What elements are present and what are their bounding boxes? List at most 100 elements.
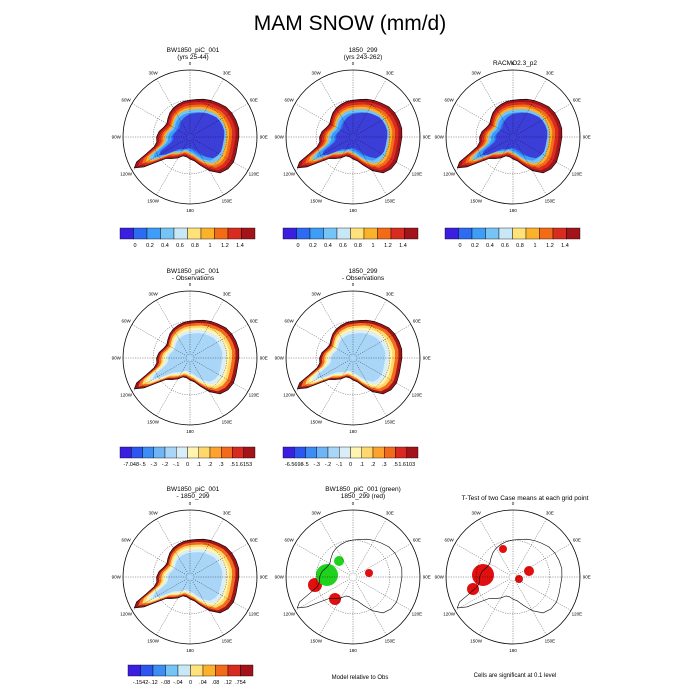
longitude-label: 150E <box>545 638 556 643</box>
panel-2-title: 1850_299 (yrs 243-262) <box>343 47 383 61</box>
meridian-line <box>454 578 511 611</box>
meridian-line <box>319 579 352 636</box>
colorbar-swatch <box>294 446 306 459</box>
longitude-label: 150W <box>310 198 323 203</box>
meridian-line <box>156 299 189 356</box>
colorbar-swatch <box>471 227 486 240</box>
panel-8-footnote: Cells are significant at 0.1 level <box>473 673 557 679</box>
colorbar-swatch <box>190 664 204 677</box>
longitude-label: 30E <box>386 71 394 76</box>
colorbar-3: 0 0.2 0.4 0.6 0.8 1 1.2 1.4 <box>444 227 581 249</box>
longitude-label: 120W <box>120 171 133 176</box>
longitude-label: 0 <box>352 282 355 287</box>
colorbar-swatch <box>384 446 396 459</box>
colorbar-swatch <box>165 664 179 677</box>
interior-field <box>159 112 225 159</box>
meridian-line <box>131 543 188 576</box>
colorbar-label: 0.2 <box>471 243 479 249</box>
longitude-label: 150E <box>545 198 556 203</box>
land-mask <box>297 539 402 613</box>
polar-map-6: 0 30E 60E 90E 120E 150E 180 150W 120W 90W 60W 30W <box>112 501 268 653</box>
colorbar-label: 1.2 <box>384 243 392 249</box>
longitude-label: 120E <box>412 171 423 176</box>
significance-cells <box>467 583 479 595</box>
longitude-label: 60E <box>573 98 581 103</box>
longitude-label: 90W <box>435 135 445 140</box>
colorbar-1: 0 0.2 0.4 0.6 0.8 1 1.2 1.4 <box>119 227 256 249</box>
meridian-line <box>355 103 412 136</box>
colorbar-label: -.3 <box>314 462 320 468</box>
colorbar-swatch <box>339 446 351 459</box>
longitude-label: 150E <box>222 198 233 203</box>
colorbar-label: -.1542 <box>133 680 149 686</box>
longitude-label: 30E <box>546 71 554 76</box>
meridian-line <box>514 139 547 196</box>
panel-1-title: BW1850_piC_001 (yrs 25-44) <box>166 47 220 61</box>
colorbar-label: -.04 <box>173 680 182 686</box>
colorbar-label: 0.8 <box>516 243 524 249</box>
land-mask <box>457 539 562 613</box>
longitude-label: 150W <box>470 638 483 643</box>
longitude-label: 120E <box>249 171 260 176</box>
longitude-label: 0 <box>352 501 355 506</box>
colorbar-label: 0 <box>133 243 136 249</box>
colorbar-swatch <box>377 227 392 240</box>
colorbar-swatch <box>202 664 216 677</box>
coastline <box>296 98 403 174</box>
colorbar-label: 0.4 <box>486 243 494 249</box>
colorbar-label: 1.2 <box>221 243 229 249</box>
longitude-label: 150E <box>385 198 396 203</box>
longitude-label: 90E <box>583 135 591 140</box>
colorbar-swatch <box>498 227 513 240</box>
colorbar-swatch <box>395 446 407 459</box>
colorbar-label: .2 <box>371 462 376 468</box>
panel-8-title: T-Test of two Case means at each grid po… <box>461 495 589 502</box>
longitude-label: 120W <box>283 171 296 176</box>
longitude-label: 180 <box>186 648 194 653</box>
longitude-label: 150E <box>222 638 233 643</box>
longitude-label: 90W <box>275 135 285 140</box>
meridian-line <box>131 103 188 136</box>
colorbar-swatch <box>361 446 374 459</box>
colorbar-label: .1 <box>359 462 364 468</box>
longitude-label: 150W <box>147 638 160 643</box>
colorbar-label: -.2 <box>162 462 168 468</box>
meridian-line <box>156 579 189 636</box>
latitude-circle <box>475 99 551 175</box>
longitude-label: 60E <box>413 98 421 103</box>
longitude-label: 180 <box>509 208 517 213</box>
colorbar-swatch <box>372 446 385 459</box>
longitude-label: 60W <box>285 538 295 543</box>
colorbar-swatch <box>282 227 297 240</box>
longitude-label: 60W <box>445 538 455 543</box>
longitude-label: 90E <box>423 575 431 580</box>
longitude-label: 120W <box>120 392 133 397</box>
colorbar-swatch <box>152 664 166 677</box>
colorbar-label: 1 <box>371 243 374 249</box>
meridian-line <box>355 324 412 357</box>
colorbar-swatch <box>176 446 188 459</box>
meridian-line <box>294 578 351 611</box>
colorbar-label: 1.2 <box>546 243 554 249</box>
panel-7-title: BW1850_piC_001 (green) 1850_299 (red) <box>325 486 401 500</box>
longitude-label: 120E <box>412 611 423 616</box>
longitude-label: 90W <box>112 135 122 140</box>
longitude-label: 60E <box>250 98 258 103</box>
colorbar-swatch <box>327 446 340 459</box>
colorbar-swatch <box>177 664 191 677</box>
significance-cells <box>365 569 373 577</box>
panel-7-footnote: Model relative to Obs <box>331 675 389 681</box>
coastline <box>133 319 240 395</box>
colorbar-label: 1 <box>533 243 536 249</box>
colorbar-label: -6.5698 <box>285 462 304 468</box>
colorbar-label: .3 <box>219 462 224 468</box>
longitude-label: 0 <box>352 61 355 66</box>
colorbar-swatch <box>406 446 419 459</box>
meridian-line <box>131 578 188 611</box>
colorbar-5: -6.5698-.5 -.3 -.2 -.1 0 .1 .2 .3 .5 1.6103 <box>282 446 419 468</box>
colorbar-swatch <box>198 446 211 459</box>
longitude-label: 180 <box>509 648 517 653</box>
colorbar-swatch <box>131 446 143 459</box>
meridian-line <box>354 299 387 356</box>
meridian-line <box>192 543 249 576</box>
